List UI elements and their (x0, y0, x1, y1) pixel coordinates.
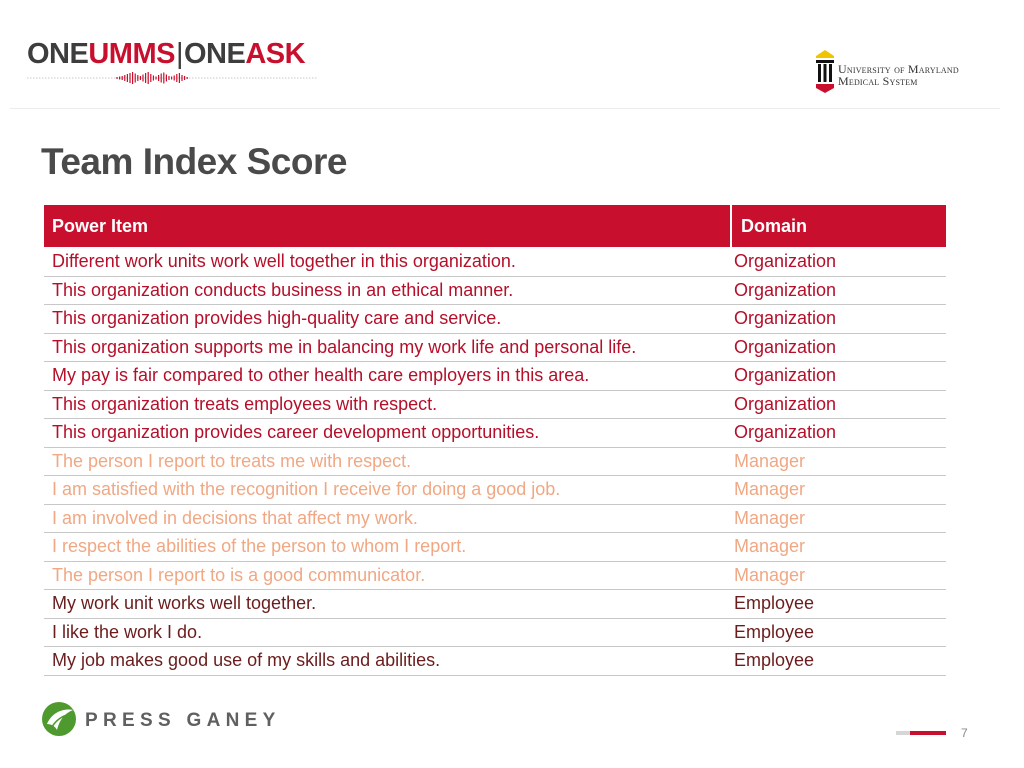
domain-cell: Manager (734, 450, 806, 471)
power-item-cell: The person I report to is a good communi… (52, 564, 426, 585)
domain-cell: Organization (734, 308, 837, 329)
table-row: My pay is fair compared to other health … (44, 362, 946, 391)
waveform-icon (27, 72, 317, 84)
power-item-cell: The person I report to treats me with re… (52, 450, 412, 471)
table-body: Different work units work well together … (44, 248, 946, 676)
table-row: My job makes good use of my skills and a… (44, 647, 946, 676)
table-row: This organization provides career develo… (44, 419, 946, 448)
power-item-cell: This organization conducts business in a… (52, 279, 514, 300)
header-divider (10, 108, 1000, 109)
domain-cell: Organization (734, 251, 837, 272)
table-row: The person I report to is a good communi… (44, 562, 946, 590)
page-title: Team Index Score (41, 141, 347, 182)
one-umms-one-ask-logo: ONEUMMS|ONEASK (27, 38, 306, 70)
table-row: This organization provides high-quality … (44, 305, 946, 334)
power-item-cell: This organization provides career develo… (52, 422, 540, 443)
umms-wordmark: University of Maryland Medical System (838, 62, 959, 88)
power-item-cell: Different work units work well together … (52, 251, 516, 272)
slide-header: ONEUMMS|ONEASK University of Maryland Me… (0, 0, 1024, 110)
domain-cell: Employee (734, 650, 815, 671)
domain-cell: Employee (734, 593, 815, 614)
power-item-cell: I respect the abilities of the person to… (52, 536, 467, 557)
domain-cell: Organization (734, 422, 837, 443)
power-item-cell: I like the work I do. (52, 621, 203, 642)
domain-cell: Employee (734, 621, 815, 642)
power-item-cell: My job makes good use of my skills and a… (52, 650, 441, 671)
domain-cell: Organization (734, 365, 837, 386)
footer-accent-grey (896, 731, 910, 735)
header-domain: Domain (741, 215, 808, 236)
table-row: Different work units work well together … (44, 248, 946, 277)
domain-cell: Organization (734, 279, 837, 300)
umms-crest-icon (816, 50, 834, 93)
domain-cell: Manager (734, 564, 806, 585)
table-row: This organization supports me in balanci… (44, 334, 946, 362)
table-row: I respect the abilities of the person to… (44, 533, 946, 562)
press-ganey-wordmark: PRESS GANEY (85, 710, 281, 731)
table-row: I am satisfied with the recognition I re… (44, 476, 946, 505)
table-row: This organization conducts business in a… (44, 277, 946, 305)
domain-cell: Manager (734, 507, 806, 528)
table-row: I like the work I do. Employee (44, 619, 946, 647)
power-item-cell: My pay is fair compared to other health … (52, 365, 590, 386)
page-number: 7 (961, 726, 968, 740)
footer-accent-red (910, 731, 946, 735)
table-row: This organization treats employees with … (44, 391, 946, 419)
header-power-item: Power Item (44, 205, 732, 247)
press-ganey-leaf-icon (42, 702, 76, 736)
table-row: The person I report to treats me with re… (44, 448, 946, 476)
domain-cell: Organization (734, 393, 837, 414)
power-item-cell: This organization provides high-quality … (52, 308, 502, 329)
table-row: I am involved in decisions that affect m… (44, 505, 946, 533)
domain-cell: Manager (734, 479, 806, 500)
power-item-cell: My work unit works well together. (52, 593, 317, 614)
table-header-row: Power Item Domain (44, 205, 946, 247)
table-row: My work unit works well together. Employe… (44, 590, 946, 619)
power-item-cell: This organization supports me in balanci… (52, 336, 637, 357)
domain-cell: Organization (734, 336, 837, 357)
power-item-cell: This organization treats employees with … (52, 393, 438, 414)
power-items-table: Power Item Domain Different work units w… (44, 205, 946, 676)
power-item-cell: I am satisfied with the recognition I re… (52, 479, 561, 500)
domain-cell: Manager (734, 536, 806, 557)
power-item-cell: I am involved in decisions that affect m… (52, 507, 418, 528)
